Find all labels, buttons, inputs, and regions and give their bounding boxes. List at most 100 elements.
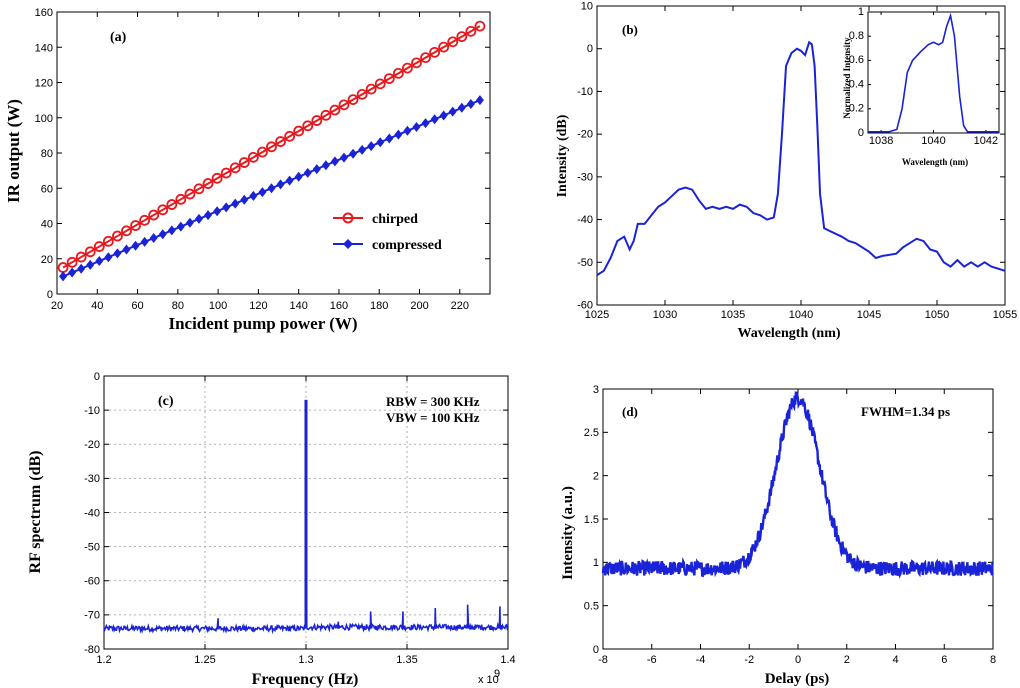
series-compressed-point (104, 252, 113, 263)
tick-y-label: -10 (577, 86, 593, 98)
series-compressed-point (77, 263, 86, 274)
tick-y-label: 80 (41, 148, 53, 160)
inset-spectrum-line (868, 12, 999, 133)
panel-d-label: (d) (622, 404, 638, 419)
legend-compressed-label: compressed (372, 238, 442, 253)
tick-y-label: 140 (35, 42, 53, 54)
tick-x-label: 1045 (857, 309, 881, 321)
tick-y-label: -60 (84, 576, 100, 588)
tick-x-label: 120 (249, 300, 267, 312)
tick-y-label: -10 (84, 405, 100, 417)
tick-x-label: 1050 (925, 309, 949, 321)
series-chirped-point (420, 52, 431, 63)
inset-tick-y-label: 0.4 (849, 78, 864, 90)
tick-x-label: -2 (744, 654, 754, 666)
vbw-annotation: VBW = 100 KHz (386, 410, 480, 425)
series-chirped-point (456, 31, 468, 42)
tick-x-label: 1.25 (194, 654, 215, 666)
series-compressed-point (285, 175, 294, 186)
tick-x-label: 4 (892, 654, 898, 666)
tick-x-label: 8 (990, 654, 996, 666)
series-compressed-point (421, 118, 430, 129)
series-compressed-point (276, 179, 285, 190)
series-chirped-point (121, 225, 132, 237)
series-compressed-point (204, 210, 213, 221)
tick-y-label: 10 (581, 1, 593, 13)
tick-x-label: 220 (451, 300, 469, 312)
inset-xlabel: Wavelength (nm) (902, 157, 968, 167)
series-compressed-point (439, 110, 448, 121)
tick-y-label: 2.5 (584, 427, 599, 439)
tick-x-label: 80 (172, 300, 184, 312)
series-compressed-point (267, 183, 276, 194)
panel-b-ylabel: Intensity (dB) (555, 114, 570, 197)
series-chirped-point (184, 188, 196, 200)
tick-y-label: 1 (593, 557, 599, 569)
tick-x-label: 1.3 (298, 654, 313, 666)
inset-background (868, 12, 999, 133)
series-chirped-point (383, 73, 395, 84)
panel-c-x-multiplier-exp: 9 (494, 668, 500, 680)
series-compressed-point (185, 217, 194, 228)
series-chirped-point (447, 36, 459, 48)
series-compressed-point (448, 106, 457, 117)
series-compressed-point (321, 160, 330, 171)
autocorrelation-trace (601, 390, 994, 579)
plot-frame (103, 375, 509, 650)
series-compressed-point (303, 167, 312, 178)
tick-x-label: 40 (91, 300, 103, 312)
series-compressed-point (222, 202, 231, 213)
tick-y-label: -50 (84, 541, 100, 553)
tick-x-label: 20 (51, 300, 63, 312)
inset-ylabel: Normalized Intensity (842, 37, 852, 119)
series-chirped-point (229, 162, 241, 174)
tick-x-label: 140 (289, 300, 307, 312)
panel-b-plot-area: 1025 1030 1035 1040 1045 1050 1055 -60 -50 -40 -30… (577, 1, 1017, 322)
series-compressed-point (158, 229, 167, 240)
series-compressed-point (140, 236, 149, 247)
panel-a-legend: chirped compressed (333, 212, 442, 253)
series-chirped-point (148, 209, 160, 221)
series-compressed-point (367, 141, 376, 152)
tick-x-label: 1025 (585, 309, 609, 321)
tick-x-label: 160 (330, 300, 348, 312)
series-chirped-point (247, 151, 259, 163)
series-chirped-point (320, 109, 332, 121)
series-compressed-point (113, 248, 122, 259)
panel-a-label: (a) (110, 30, 127, 45)
panel-a-chart: 20 40 60 80 100 120 140 160 180 200 22002040608010… (4, 7, 491, 333)
series-chirped-point (193, 183, 205, 195)
series-chirped-point (130, 220, 141, 231)
tick-y-label: 0 (94, 371, 100, 383)
series-compressed-point (95, 256, 104, 267)
series-compressed-point (412, 121, 421, 132)
tick-y-label: 0 (587, 43, 593, 55)
tick-y-label: 160 (35, 7, 53, 19)
panel-c-chart: 1.2 1.25 1.3 1.35 1.4 -80 -70 -60 -50 -40 -30 -20 -1… (27, 371, 516, 688)
series-chirped-point (293, 125, 305, 137)
tick-y-label: -20 (84, 439, 100, 451)
series-compressed-point (240, 194, 249, 205)
tick-x-label: 1040 (789, 309, 813, 321)
panel-b-label: (b) (622, 22, 638, 37)
series-compressed-point (358, 144, 367, 155)
series-compressed-point (475, 95, 484, 106)
series-compressed-point (294, 171, 303, 182)
series-compressed-point (194, 213, 203, 224)
series-compressed-point (122, 244, 131, 255)
tick-y-label: -50 (577, 257, 593, 269)
panel-a-plot-area: 20 40 60 80 100 120 140 160 180 200 22002040608010… (35, 7, 491, 312)
inset-tick-x-label: 1042 (974, 135, 998, 147)
series-compressed-point (231, 198, 240, 209)
series-chirped-point (93, 241, 105, 252)
series-compressed-point (213, 206, 222, 217)
tick-y-label: 100 (35, 113, 53, 125)
series-compressed-point (176, 221, 185, 232)
tick-x-label: 2 (844, 654, 850, 666)
tick-x-label: -8 (598, 654, 608, 666)
series-compressed-point (385, 133, 394, 144)
panel-a-ylabel: IR output (W) (4, 99, 23, 203)
tick-y-label: -20 (577, 129, 593, 141)
series-compressed-point (149, 233, 158, 244)
series-chirped-point (166, 199, 178, 210)
